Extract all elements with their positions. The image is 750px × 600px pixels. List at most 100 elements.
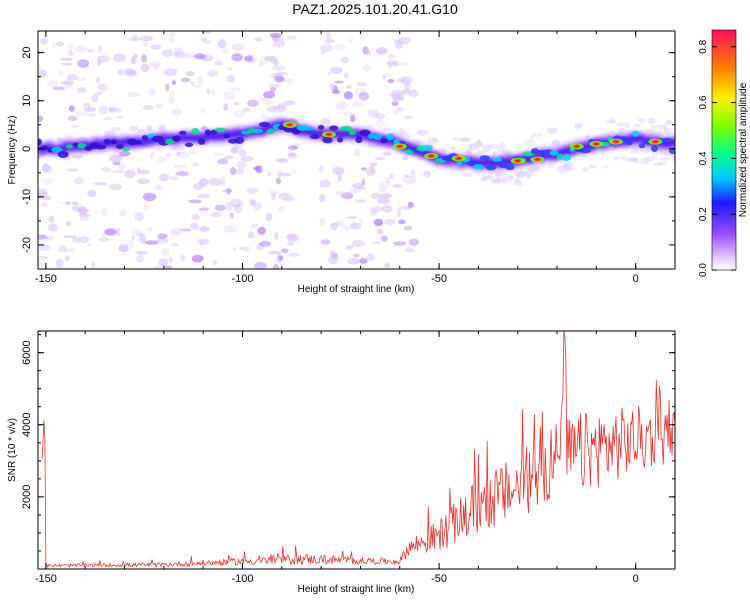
noise-speck xyxy=(508,175,514,180)
noise-speck xyxy=(63,235,78,239)
ridge-blob xyxy=(234,136,245,144)
noise-speck xyxy=(335,101,348,111)
noise-speck xyxy=(169,175,179,181)
noise-speck xyxy=(318,164,324,174)
noise-speck xyxy=(232,247,237,251)
ridge-blob xyxy=(556,153,564,160)
noise-speck xyxy=(86,112,97,117)
ridge-band xyxy=(38,121,675,168)
ridge-blob xyxy=(122,147,131,152)
noise-speck xyxy=(379,193,393,199)
noise-speck xyxy=(176,151,181,156)
noise-speck xyxy=(224,201,234,211)
ridge-blob xyxy=(625,140,633,146)
ridge-blob xyxy=(651,145,659,152)
spectrogram-x-label: Height of straight line (km) xyxy=(298,284,415,295)
noise-speck xyxy=(546,127,558,134)
noise-speck xyxy=(231,53,243,62)
noise-speck xyxy=(356,82,368,87)
noise-speck xyxy=(71,124,80,128)
noise-speck xyxy=(155,184,163,191)
noise-speck xyxy=(236,167,245,175)
snr-frame xyxy=(37,330,676,570)
noise-speck xyxy=(140,63,150,73)
noise-speck xyxy=(267,250,282,255)
noise-speck xyxy=(394,184,402,188)
ridge-blob xyxy=(51,146,63,153)
noise-speck xyxy=(161,49,174,57)
noise-speck xyxy=(91,93,99,103)
noise-speck xyxy=(148,61,161,67)
ridge-blob xyxy=(95,144,107,150)
noise-speck xyxy=(629,149,639,154)
noise-speck xyxy=(391,183,403,189)
noise-speck xyxy=(378,185,388,192)
noise-speck xyxy=(77,206,88,215)
noise-speck xyxy=(484,143,492,148)
noise-speck xyxy=(387,78,395,84)
noise-speck xyxy=(353,87,367,97)
noise-speck xyxy=(350,220,357,230)
noise-speck xyxy=(343,225,352,231)
y-tick-label: 10 xyxy=(21,95,33,107)
noise-speck xyxy=(389,173,394,180)
noise-speck xyxy=(95,76,101,84)
noise-speck xyxy=(103,117,113,121)
noise-speck xyxy=(200,54,214,62)
noise-speck xyxy=(118,163,126,171)
noise-speck xyxy=(128,239,135,248)
noise-speck xyxy=(275,158,289,163)
chart-title: PAZ1.2025.101.20.41.G10 xyxy=(292,1,458,17)
noise-speck xyxy=(373,218,384,227)
noise-speck xyxy=(197,209,205,214)
noise-speck xyxy=(63,248,76,253)
noise-speck xyxy=(284,78,294,84)
noise-speck xyxy=(650,124,663,129)
hot-spot xyxy=(287,123,292,126)
noise-speck xyxy=(192,182,204,190)
ridge-blob xyxy=(258,121,271,127)
noise-speck xyxy=(260,113,267,119)
noise-speck xyxy=(93,182,108,186)
hot-spot xyxy=(456,157,461,160)
noise-speck xyxy=(227,67,233,71)
ridge-blob xyxy=(662,137,672,142)
x-tick-label: -150 xyxy=(35,273,57,285)
noise-speck xyxy=(375,113,386,120)
noise-speck xyxy=(131,235,136,240)
noise-speck xyxy=(324,39,336,44)
ridge-blob xyxy=(303,126,314,131)
noise-speck xyxy=(146,226,153,232)
noise-speck xyxy=(347,257,361,265)
noise-speck xyxy=(496,145,505,153)
x-tick-label: -100 xyxy=(231,273,253,285)
noise-speck xyxy=(407,89,419,98)
noise-speck xyxy=(253,202,262,211)
spectrogram-y-ticks: -20 -10 0 10 20 xyxy=(21,47,675,270)
noise-speck xyxy=(162,247,170,257)
noise-speck xyxy=(214,152,224,156)
noise-speck xyxy=(132,229,143,237)
noise-speck xyxy=(74,77,87,81)
noise-speck xyxy=(230,198,244,208)
noise-speck xyxy=(231,43,246,52)
spectrogram-image xyxy=(38,31,675,269)
noise-speck xyxy=(230,147,239,154)
noise-speck xyxy=(273,58,279,67)
noise-speck xyxy=(353,148,361,157)
noise-speck xyxy=(288,252,301,257)
noise-speck xyxy=(449,146,456,150)
noise-speck xyxy=(499,142,506,148)
noise-speck xyxy=(502,175,514,182)
snr-y-ticks: 2000 4000 6000 xyxy=(21,334,675,552)
noise-speck xyxy=(329,250,336,257)
noise-speck xyxy=(340,56,350,64)
noise-speck xyxy=(416,129,429,136)
noise-speck xyxy=(371,241,382,245)
x-tick-label: 0 xyxy=(633,273,639,285)
noise-speck xyxy=(393,109,401,115)
noise-speck xyxy=(40,192,49,197)
noise-speck xyxy=(55,258,64,267)
noise-speck xyxy=(157,232,166,241)
noise-speck xyxy=(355,199,367,203)
